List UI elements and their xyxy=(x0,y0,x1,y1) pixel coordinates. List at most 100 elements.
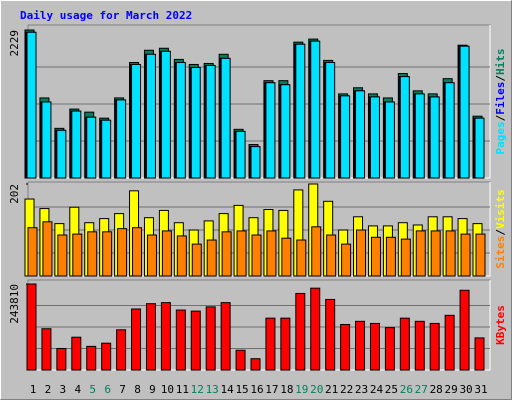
bar xyxy=(369,96,380,179)
legend-entry: Visits xyxy=(494,189,507,229)
bar xyxy=(72,233,83,277)
bar xyxy=(132,227,143,277)
x-tick-label: 28 xyxy=(430,383,443,396)
bar xyxy=(161,230,172,277)
bar xyxy=(385,236,396,277)
legend-entry: Files xyxy=(494,82,507,115)
bar xyxy=(160,50,171,179)
x-tick-label: 4 xyxy=(74,383,81,396)
x-tick-label: 18 xyxy=(280,383,293,396)
x-tick-label: 20 xyxy=(310,383,323,396)
bar xyxy=(221,231,232,277)
legend-entry: Sites xyxy=(494,236,507,269)
bar xyxy=(87,231,98,277)
bar xyxy=(399,76,410,179)
bar xyxy=(205,64,216,179)
x-tick-label: 22 xyxy=(340,383,353,396)
bar xyxy=(101,119,112,179)
bar xyxy=(310,287,321,371)
x-tick-label: 7 xyxy=(119,383,126,396)
bar xyxy=(295,43,306,179)
bar xyxy=(191,243,202,277)
x-tick-label: 2 xyxy=(45,383,52,396)
bar xyxy=(415,230,426,277)
x-tick-label: 12 xyxy=(191,383,204,396)
x-tick-label: 27 xyxy=(415,383,428,396)
bar xyxy=(220,57,231,179)
bar xyxy=(295,292,306,371)
x-tick-label: 23 xyxy=(355,383,368,396)
bar xyxy=(296,239,307,277)
bar xyxy=(57,234,68,277)
x-tick-label: 30 xyxy=(459,383,472,396)
bar xyxy=(175,61,186,179)
x-tick-label: 16 xyxy=(250,383,263,396)
bar xyxy=(251,234,262,277)
bar xyxy=(340,95,351,179)
x-tick-label: 5 xyxy=(89,383,96,396)
y-tick-label: 243810 xyxy=(8,284,21,324)
bar xyxy=(250,358,261,371)
bar xyxy=(475,233,486,277)
x-tick-label: 21 xyxy=(325,383,338,396)
bar xyxy=(190,67,201,179)
x-tick-label: 14 xyxy=(221,383,235,396)
x-tick-label: 8 xyxy=(134,383,141,396)
bar xyxy=(340,323,351,371)
x-tick-label: 24 xyxy=(370,383,384,396)
bar xyxy=(235,130,246,179)
bar xyxy=(429,96,440,179)
bar xyxy=(56,347,67,371)
bar xyxy=(41,328,52,371)
bar xyxy=(384,327,395,371)
bar xyxy=(42,221,53,277)
bar xyxy=(369,322,380,371)
bar xyxy=(400,238,411,277)
x-tick-label: 19 xyxy=(295,383,308,396)
bar xyxy=(459,45,470,179)
bar xyxy=(131,308,142,371)
bar xyxy=(102,231,113,277)
bar xyxy=(444,314,455,371)
bar xyxy=(414,320,425,371)
legend-entry: Pages xyxy=(494,121,507,154)
bar xyxy=(116,99,127,179)
bar xyxy=(265,317,276,371)
bar xyxy=(220,302,231,371)
bar xyxy=(265,82,276,179)
bar xyxy=(86,116,97,179)
bar xyxy=(190,310,201,371)
legend-separator: / xyxy=(494,114,507,121)
x-tick-label: 9 xyxy=(149,383,156,396)
chart-title: Daily usage for March 2022 xyxy=(20,9,192,22)
x-tick-label: 1 xyxy=(30,383,37,396)
bar xyxy=(176,235,187,277)
bar xyxy=(430,230,441,277)
bar xyxy=(325,61,336,179)
bar xyxy=(280,84,291,179)
bar xyxy=(175,309,186,371)
bar xyxy=(56,129,67,179)
bar xyxy=(355,90,366,179)
bar xyxy=(356,229,367,277)
bar xyxy=(310,40,321,179)
bar xyxy=(281,237,292,277)
bar xyxy=(459,289,470,371)
bar xyxy=(266,230,277,277)
bar xyxy=(145,53,156,179)
legend-entry: KBytes xyxy=(494,305,507,345)
legend: Sites/Visits xyxy=(494,189,507,269)
x-tick-label: 10 xyxy=(161,383,174,396)
bar xyxy=(474,117,485,179)
bar xyxy=(71,336,82,371)
bar xyxy=(160,302,171,371)
x-tick-label: 25 xyxy=(385,383,398,396)
bar xyxy=(326,234,337,277)
bar xyxy=(116,329,127,371)
x-tick-label: 26 xyxy=(400,383,413,396)
bar xyxy=(399,317,410,371)
bar xyxy=(325,298,336,371)
bar xyxy=(117,228,128,277)
bar xyxy=(474,337,485,371)
legend-entry: Hits xyxy=(494,49,507,76)
